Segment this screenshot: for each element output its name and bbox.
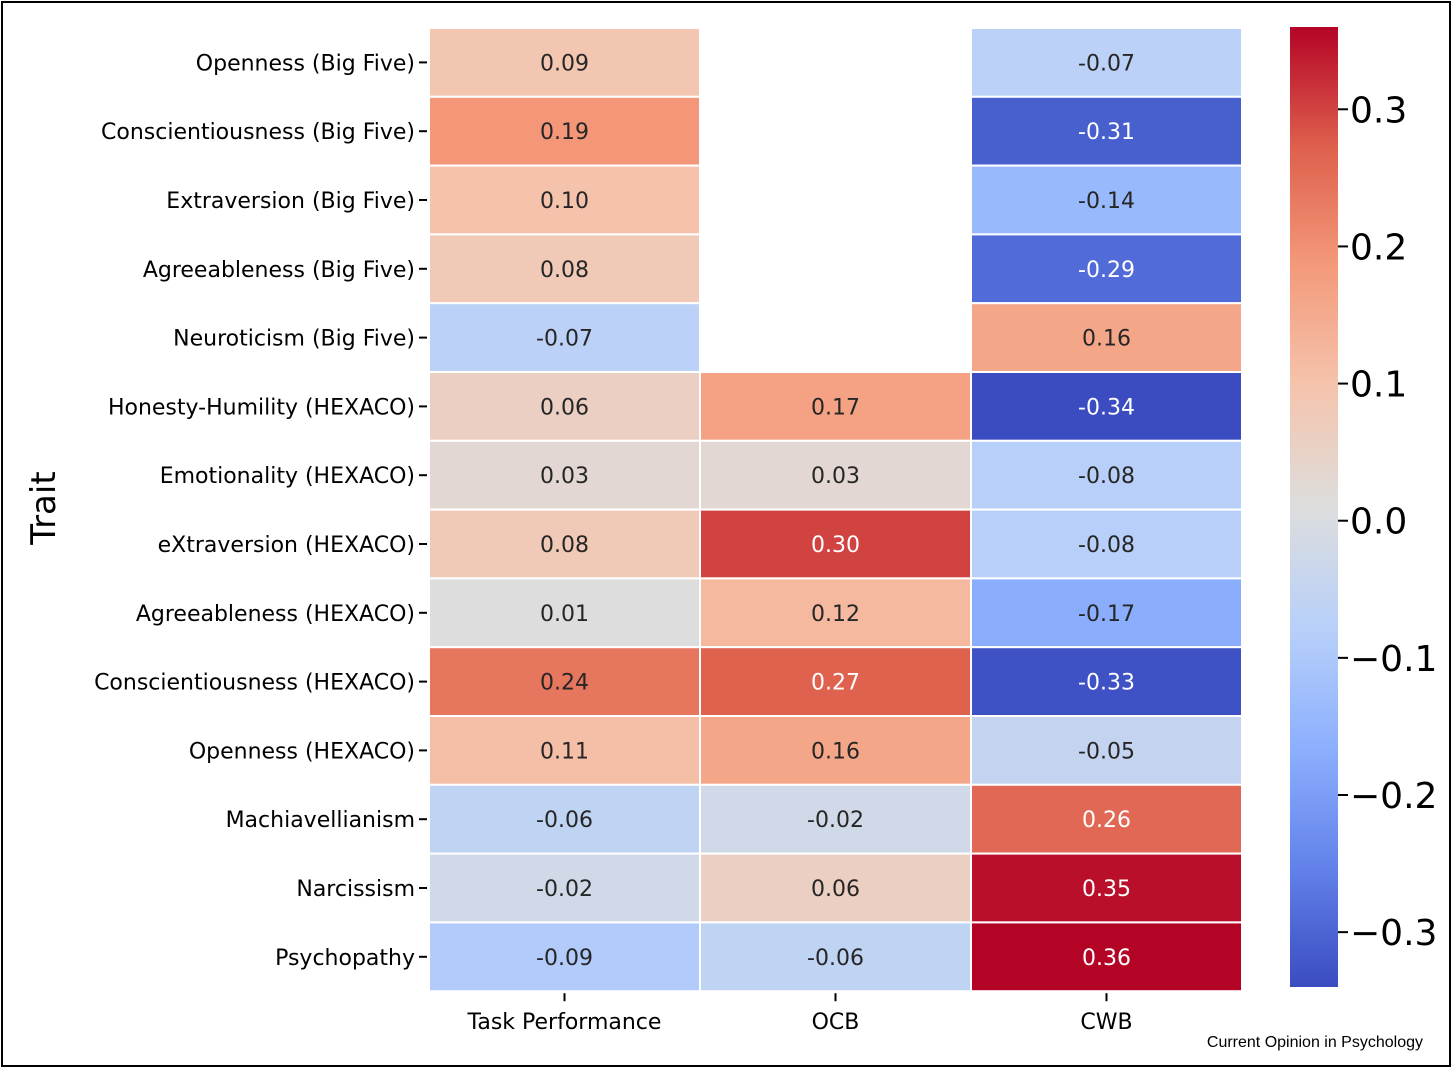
heatmap-cell <box>699 508 972 580</box>
cell-value-label: -0.06 <box>536 808 593 833</box>
heatmap-cell <box>970 27 1243 98</box>
cell-value-label: -0.07 <box>536 327 593 352</box>
cell-value-label: 0.08 <box>540 533 589 558</box>
cell-value-label: 0.19 <box>540 120 589 145</box>
heatmap-cell <box>428 577 701 649</box>
heatmap-cell <box>428 27 701 98</box>
cell-value-label: 0.06 <box>540 395 589 420</box>
cell-value-label: -0.06 <box>807 946 864 971</box>
cell-value-label: 0.30 <box>811 533 860 558</box>
y-tick-label: Honesty-Humility (HEXACO) <box>108 395 415 420</box>
heatmap-cell <box>970 439 1243 511</box>
heatmap-cell <box>970 508 1243 580</box>
heatmap-cell <box>970 164 1243 236</box>
cell-value-label: 0.06 <box>811 877 860 902</box>
y-tick-label: Conscientiousness (HEXACO) <box>94 671 415 696</box>
cell-value-label: 0.16 <box>811 739 860 764</box>
heatmap-cell <box>970 95 1243 167</box>
heatmap-cell <box>970 715 1243 786</box>
heatmap-cell <box>970 302 1243 374</box>
cell-value-label: -0.08 <box>1078 464 1135 489</box>
y-tick-label: Neuroticism (Big Five) <box>173 327 415 352</box>
colorbar-tick-label: −0.2 <box>1350 776 1437 817</box>
heatmap-cell <box>970 783 1243 855</box>
y-tick-label: Narcissism <box>296 877 415 902</box>
cell-value-label: -0.09 <box>536 946 593 971</box>
x-axis-ticks: Task Performance OCB CWB <box>467 993 1133 1035</box>
cell-value-label: 0.08 <box>540 258 589 283</box>
heatmap-cells <box>428 27 1243 993</box>
heatmap-cell <box>428 783 701 855</box>
heatmap-cell <box>970 646 1243 718</box>
y-tick-label: Machiavellianism <box>226 808 415 833</box>
heatmap-cell <box>970 233 1243 305</box>
cell-value-label: -0.02 <box>807 808 864 833</box>
cell-value-label: 0.27 <box>811 671 860 696</box>
cell-value-label: 0.11 <box>540 739 589 764</box>
cell-value-label: -0.29 <box>1078 258 1135 283</box>
cell-value-label: -0.17 <box>1078 602 1135 627</box>
y-axis-ticks: Openness (Big Five) Conscientiousness (Bi… <box>94 51 427 971</box>
y-tick-label: Agreeableness (Big Five) <box>143 258 415 283</box>
heatmap-cell <box>428 95 701 167</box>
heatmap-cell <box>428 921 701 993</box>
heatmap-cell <box>699 577 972 649</box>
y-tick-label: Psychopathy <box>275 946 415 971</box>
y-axis-label: Trait <box>24 471 64 545</box>
source-label: Current Opinion in Psychology <box>1206 1034 1423 1051</box>
colorbar-tick-label: 0.3 <box>1350 90 1407 131</box>
y-tick-label: Agreeableness (HEXACO) <box>136 602 415 627</box>
colorbar-tick-label: 0.1 <box>1350 365 1407 406</box>
cell-value-label: 0.24 <box>540 671 589 696</box>
colorbar-tick-label: −0.1 <box>1350 639 1437 680</box>
colorbar <box>1290 27 1338 987</box>
heatmap-cell <box>699 921 972 993</box>
heatmap-cell <box>428 646 701 718</box>
cell-value-label: 0.12 <box>811 602 860 627</box>
cell-value-label: 0.10 <box>540 189 589 214</box>
heatmap-cell <box>699 371 972 442</box>
heatmap-cell <box>699 715 972 786</box>
cell-value-label: 0.35 <box>1082 877 1131 902</box>
cell-value-label: -0.33 <box>1078 671 1135 696</box>
y-tick-label: Extraversion (Big Five) <box>166 189 415 214</box>
y-tick-label: Openness (Big Five) <box>196 51 415 76</box>
heatmap-cell <box>970 577 1243 649</box>
x-tick-label: CWB <box>1080 1010 1132 1035</box>
heatmap-cell <box>970 921 1243 993</box>
cell-value-label: -0.34 <box>1078 395 1135 420</box>
colorbar-tick-label: 0.0 <box>1350 502 1407 543</box>
cell-value-label: -0.14 <box>1078 189 1135 214</box>
cell-value-label: 0.09 <box>540 51 589 76</box>
cell-value-label: 0.16 <box>1082 327 1131 352</box>
cell-value-label: 0.03 <box>540 464 589 489</box>
heatmap-cell <box>428 439 701 511</box>
y-tick-label: Conscientiousness (Big Five) <box>101 120 415 145</box>
heatmap-chart: 0.09 -0.07 0.19 -0.31 0.10 -0.14 0.08 -0.29 -0.0… <box>24 27 1437 1035</box>
cell-annotations: 0.09 -0.07 0.19 -0.31 0.10 -0.14 0.08 -0.29 -0.0… <box>536 51 1135 970</box>
colorbar-tick-label: 0.2 <box>1350 227 1407 268</box>
colorbar-ticks: 0.3 0.2 0.1 0.0 −0.1 −0.2 −0.3 <box>1338 90 1437 954</box>
cell-value-label: -0.08 <box>1078 533 1135 558</box>
colorbar-tick-label: −0.3 <box>1350 913 1437 954</box>
cell-value-label: 0.26 <box>1082 808 1131 833</box>
cell-value-label: 0.36 <box>1082 946 1131 971</box>
y-tick-label: Emotionality (HEXACO) <box>160 464 415 489</box>
heatmap-cell <box>428 508 701 580</box>
cell-value-label: -0.05 <box>1078 739 1135 764</box>
y-tick-label: Openness (HEXACO) <box>189 739 415 764</box>
cell-value-label: 0.01 <box>540 602 589 627</box>
cell-value-label: -0.07 <box>1078 51 1135 76</box>
cell-value-label: -0.02 <box>536 877 593 902</box>
cell-value-label: 0.03 <box>811 464 860 489</box>
y-tick-label: eXtraversion (HEXACO) <box>158 533 415 558</box>
x-tick-label: Task Performance <box>467 1010 662 1035</box>
x-tick-label: OCB <box>812 1010 860 1035</box>
cell-value-label: -0.31 <box>1078 120 1135 145</box>
cell-value-label: 0.17 <box>811 395 860 420</box>
